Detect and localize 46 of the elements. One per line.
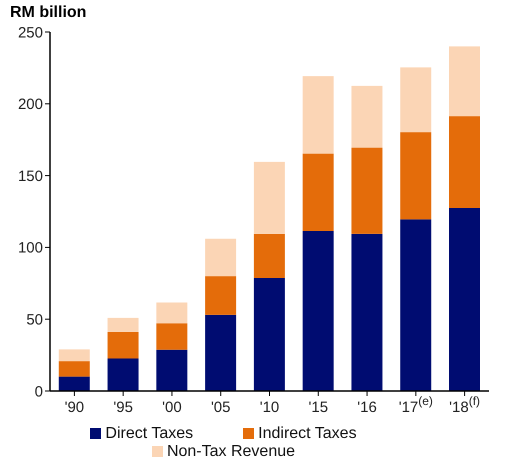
y-tick-label: 0 (34, 383, 43, 400)
legend-label: Non-Tax Revenue (166, 443, 296, 460)
x-tick-label: '15 (308, 399, 328, 416)
bar (254, 234, 285, 278)
y-tick-label: 250 (18, 24, 43, 42)
y-tick-label: 150 (18, 168, 43, 185)
bar (156, 302, 188, 324)
x-tick-label: '18$^{(f)}$ (449, 394, 480, 416)
y-tick-label: 100 (18, 240, 43, 257)
x-tick-label: '17$^{(e)}$ (398, 394, 433, 416)
bar (351, 86, 382, 148)
legend-label: Direct Taxes (105, 425, 194, 442)
bar (58, 361, 90, 377)
x-tick-label: '90 (64, 399, 84, 416)
bar (205, 276, 236, 315)
bar (400, 132, 432, 220)
bar (400, 67, 432, 132)
bar (254, 278, 285, 391)
x-tick-label: '00 (162, 399, 182, 416)
bar (302, 231, 334, 391)
bar (108, 332, 139, 359)
x-tick-label: '10 (260, 399, 280, 416)
bar (351, 234, 382, 391)
bar (108, 358, 139, 391)
bar (254, 162, 285, 234)
bar (302, 76, 334, 154)
bar (400, 219, 432, 391)
bar (156, 323, 188, 350)
bar (449, 208, 480, 391)
bar (205, 238, 236, 276)
bar (449, 46, 480, 116)
bar (205, 314, 236, 391)
x-tick-label: '16 (357, 399, 377, 416)
y-tick-label: 50 (26, 312, 43, 329)
bar (449, 116, 480, 208)
x-tick-label: '95 (113, 399, 133, 416)
bar (156, 350, 188, 391)
bar (58, 349, 90, 362)
y-tick-label: 200 (18, 96, 43, 114)
bar (302, 154, 334, 232)
bar (108, 318, 139, 332)
x-tick-label: '05 (210, 399, 231, 416)
y-axis-title: RM billion (10, 4, 86, 22)
bar (351, 148, 382, 234)
bar (58, 376, 90, 391)
legend-label: Indirect Taxes (258, 425, 357, 442)
